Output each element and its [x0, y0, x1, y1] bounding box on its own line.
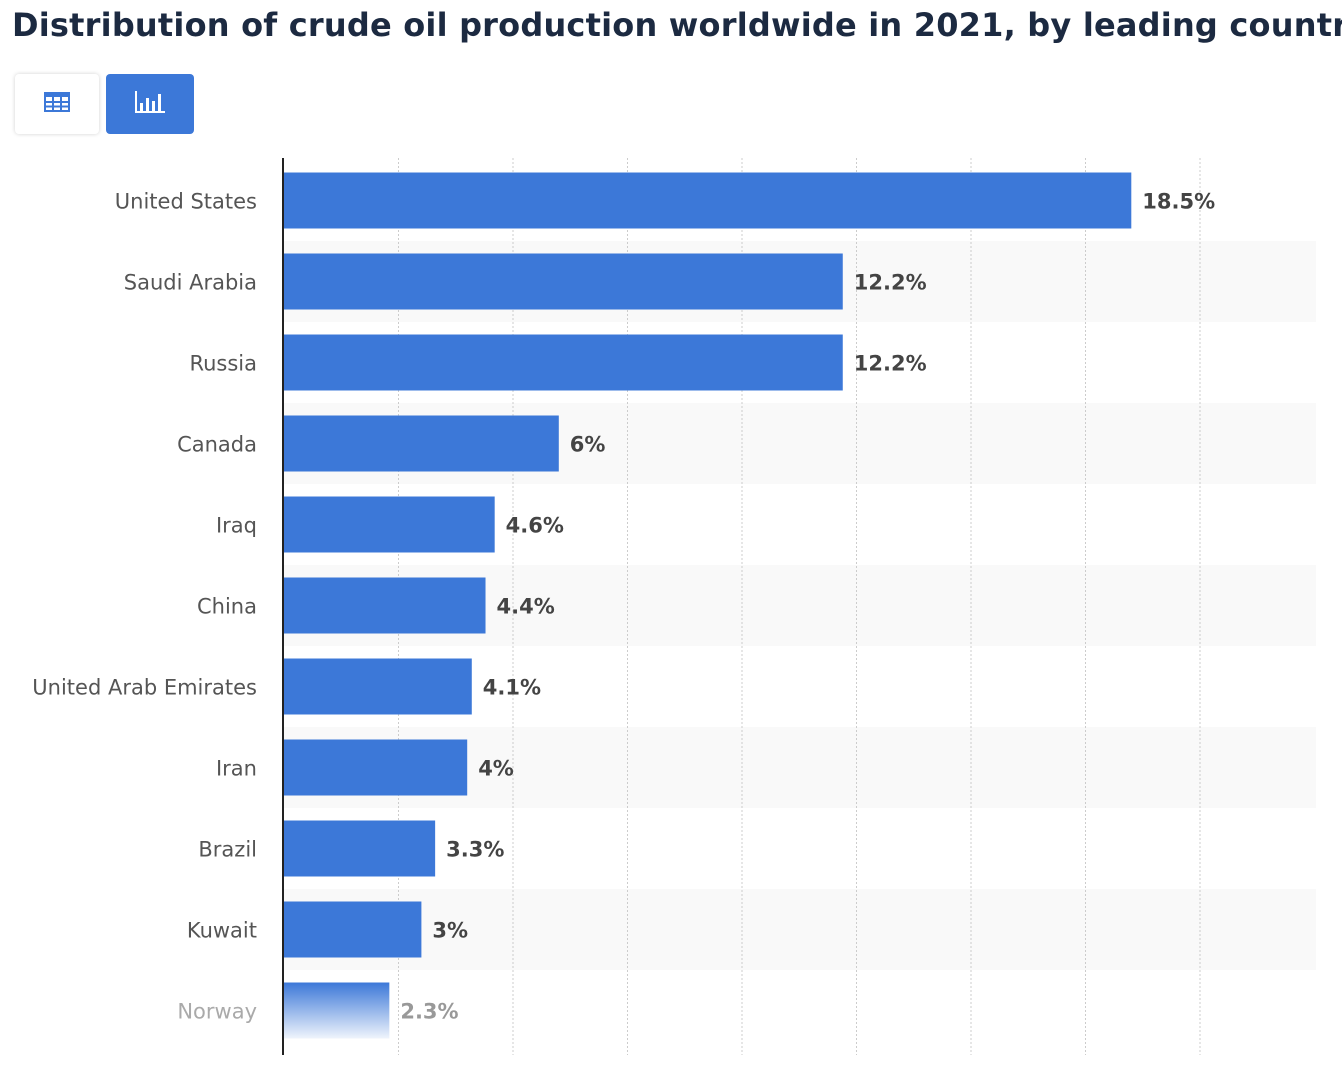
category-label: Russia	[189, 352, 257, 376]
data-label: 3%	[432, 919, 468, 943]
row-stripe	[284, 889, 1316, 970]
category-label: United States	[115, 190, 257, 214]
category-label: Saudi Arabia	[124, 271, 257, 295]
data-label: 6%	[570, 433, 606, 457]
category-label: Brazil	[198, 838, 257, 862]
bar[interactable]	[284, 334, 843, 391]
category-label: Norway	[177, 1000, 257, 1024]
bar[interactable]	[284, 820, 436, 877]
data-label: 2.3%	[400, 1000, 458, 1024]
bar[interactable]	[284, 658, 472, 715]
data-label: 4.6%	[506, 514, 564, 538]
category-label: Canada	[177, 433, 257, 457]
data-label: 12.2%	[854, 352, 927, 376]
category-label: Kuwait	[187, 919, 257, 943]
data-label: 12.2%	[854, 271, 927, 295]
data-label: 4.4%	[497, 595, 555, 619]
data-label: 4.1%	[483, 676, 541, 700]
bar[interactable]	[284, 982, 390, 1039]
bar-chart-icon	[134, 90, 166, 118]
bar[interactable]	[284, 172, 1132, 229]
bar[interactable]	[284, 253, 843, 310]
chart-title: Distribution of crude oil production wor…	[12, 6, 1342, 44]
data-label: 3.3%	[446, 838, 504, 862]
chart-view-button[interactable]	[106, 74, 194, 134]
data-label: 18.5%	[1142, 190, 1215, 214]
bar[interactable]	[284, 496, 495, 553]
table-view-button[interactable]	[15, 74, 99, 134]
bar[interactable]	[284, 901, 422, 958]
bar[interactable]	[284, 415, 559, 472]
category-label: United Arab Emirates	[32, 676, 257, 700]
bar[interactable]	[284, 739, 468, 796]
data-label: 4%	[478, 757, 514, 781]
category-label: Iraq	[216, 514, 257, 538]
table-icon	[44, 92, 70, 116]
category-label: Iran	[216, 757, 257, 781]
category-label: China	[197, 595, 257, 619]
bar[interactable]	[284, 577, 486, 634]
